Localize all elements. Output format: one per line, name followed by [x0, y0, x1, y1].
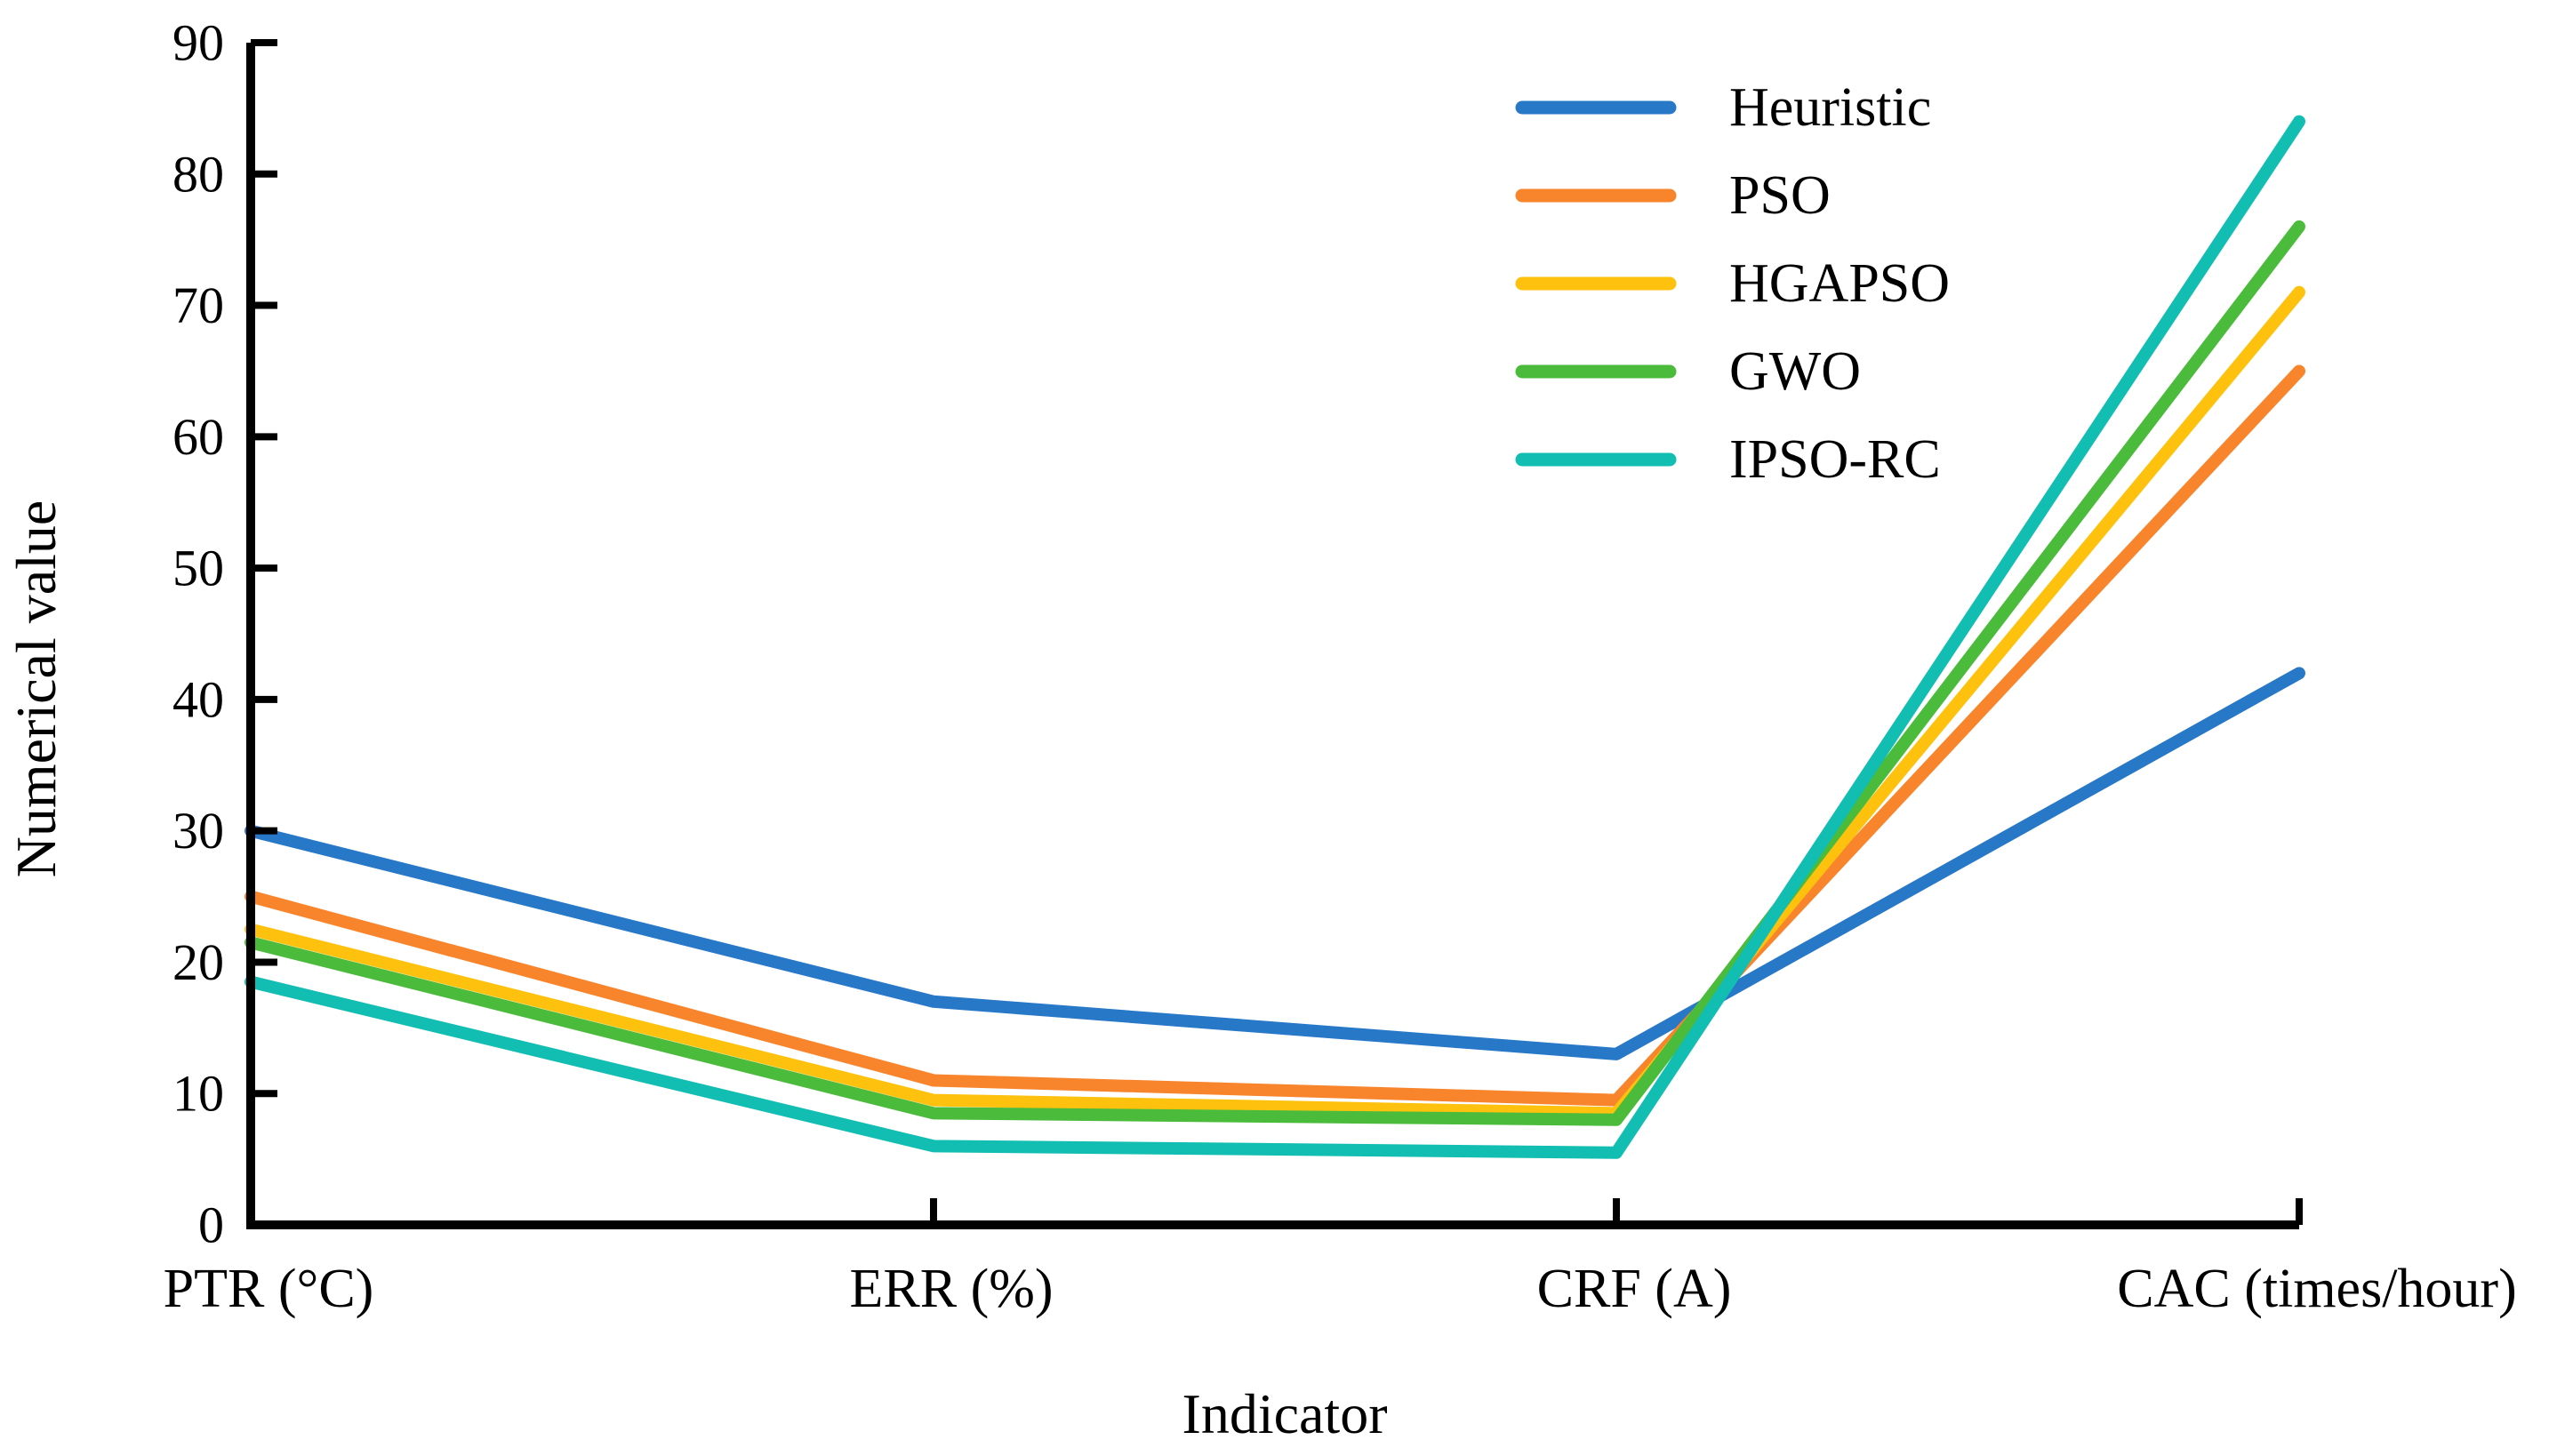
y-tick-label: 60 — [172, 408, 224, 466]
legend-label-ipso-rc: IPSO-RC — [1729, 429, 1941, 490]
x-tick-label: CAC (times/hour) — [2117, 1259, 2516, 1319]
y-tick-label: 30 — [172, 802, 224, 860]
series-line-heuristic — [244, 667, 2305, 1060]
x-tick-label: ERR (%) — [849, 1259, 1053, 1319]
y-tick-label: 40 — [172, 670, 224, 728]
x-tick-label: CRF (A) — [1537, 1259, 1732, 1319]
y-axis-title: Numerical value — [4, 500, 68, 878]
legend: Heuristic PSO HGAPSO GWO IPSO-RC — [1515, 77, 1950, 490]
legend-label-hgapso: HGAPSO — [1729, 253, 1950, 314]
series-line-pso — [244, 364, 2305, 1107]
legend-label-pso: PSO — [1729, 165, 1831, 226]
y-tick-label: 90 — [172, 14, 224, 72]
y-tick-label: 80 — [172, 145, 224, 203]
y-tick-label: 70 — [172, 276, 224, 334]
series-line-gwo — [244, 220, 2305, 1126]
series-line-hgapso — [244, 285, 2305, 1120]
y-tick-label: 0 — [198, 1196, 224, 1254]
y-tick-label: 50 — [172, 540, 224, 597]
legend-label-gwo: GWO — [1729, 341, 1861, 402]
axis-ticks — [247, 39, 2303, 1228]
legend-label-heuristic: Heuristic — [1729, 77, 1931, 138]
y-tick-label: 20 — [172, 933, 224, 991]
series-line-ipso-rc — [244, 115, 2305, 1159]
tick-labels: 0 10 20 30 40 50 60 70 80 90 PTR (°C) ERR (%) CRF (A… — [164, 14, 2517, 1320]
x-axis-title: Indicator — [1182, 1382, 1388, 1445]
series-lines — [244, 115, 2305, 1159]
y-tick-label: 10 — [172, 1065, 224, 1123]
x-tick-label: PTR (°C) — [164, 1259, 374, 1319]
